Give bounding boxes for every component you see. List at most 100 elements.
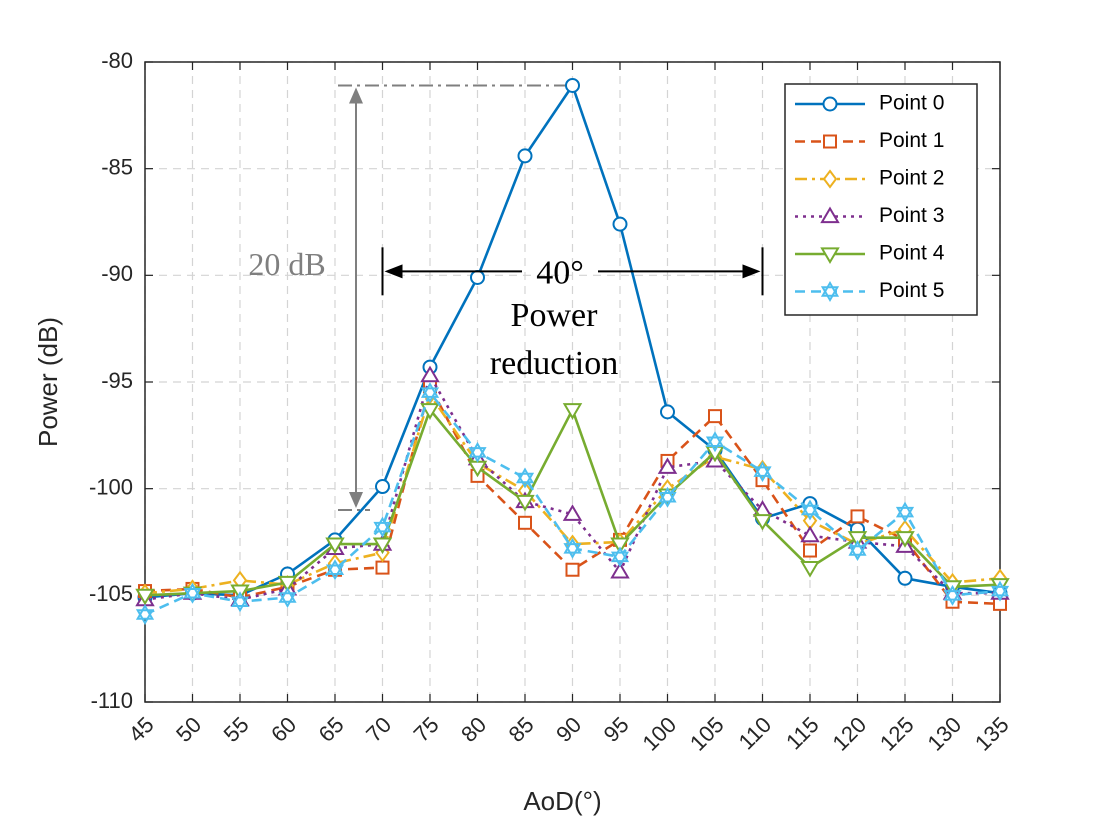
data-point [278, 586, 297, 608]
y-tick-label: -95 [101, 368, 133, 393]
data-point-part [183, 587, 202, 604]
legend-box [784, 83, 978, 316]
data-point-part [610, 551, 630, 568]
y-tick-label: -110 [91, 688, 133, 713]
data-point-part [420, 387, 440, 404]
series-5 [135, 382, 1010, 626]
data-point-part [800, 504, 820, 521]
reduction-label: reduction [490, 345, 618, 382]
data-point-part [658, 491, 677, 508]
data-point [515, 494, 535, 512]
y-tick-label: -80 [101, 48, 133, 73]
data-point-part [468, 447, 487, 463]
angle-span-label: 40° [536, 254, 584, 291]
data-point [562, 403, 583, 420]
legend-item: Point 1 [795, 129, 944, 152]
data-point-part [563, 543, 582, 559]
legend-label: Point 5 [879, 279, 944, 302]
data-point [943, 584, 962, 606]
data-point [708, 409, 722, 424]
data-point [325, 559, 345, 581]
legend-label: Point 2 [879, 167, 944, 190]
x-axis-title: AoD(°) [523, 786, 601, 816]
data-point [610, 537, 630, 555]
power-label: Power [511, 297, 599, 334]
data-point [658, 486, 677, 508]
legend-marker [820, 247, 840, 264]
data-point [563, 537, 582, 559]
data-point [752, 514, 773, 531]
db-range-label: 20 dB [248, 246, 325, 282]
legend-item: Point 2 [795, 167, 944, 190]
data-point-part [373, 521, 392, 538]
data-point [230, 591, 250, 613]
data-point [375, 479, 390, 495]
series [135, 77, 1010, 626]
data-point [847, 531, 868, 548]
data-point [660, 404, 675, 420]
data-point [420, 382, 440, 404]
legend-item: Point 4 [795, 242, 945, 265]
y-axis-title: Power (dB) [33, 317, 63, 447]
data-point-part [753, 466, 772, 483]
arrowhead-left-icon [384, 264, 403, 279]
legend-marker [822, 96, 838, 112]
data-point [183, 582, 202, 604]
data-point [515, 467, 535, 489]
data-point [803, 543, 817, 558]
legend-item: Point 0 [795, 92, 944, 115]
data-point [277, 575, 298, 593]
data-point [468, 441, 487, 463]
data-point [895, 501, 915, 523]
data-point-part [705, 436, 725, 453]
data-point [612, 216, 628, 232]
data-point [375, 560, 390, 575]
data-point-part [278, 592, 297, 608]
data-point [800, 561, 820, 578]
data-point [517, 148, 533, 164]
data-point-part [943, 590, 962, 606]
data-point [848, 540, 867, 562]
data-point [565, 77, 580, 93]
data-point [562, 504, 583, 521]
legend-marker-part [820, 286, 840, 303]
legend-item: Point 3 [795, 204, 944, 227]
data-point-part [230, 596, 250, 613]
data-point [373, 516, 392, 538]
data-point [850, 509, 865, 524]
data-point [565, 562, 580, 577]
angle-annotation: 40° Power reduction [381, 247, 764, 382]
data-point [753, 461, 772, 483]
y-tick-label: -100 [89, 474, 133, 499]
data-point-part [515, 472, 535, 489]
data-point [135, 604, 155, 626]
legend-label: Point 0 [879, 92, 944, 115]
data-point [990, 580, 1010, 602]
legend-marker [820, 280, 840, 303]
annotations: 20 dB [248, 84, 573, 511]
legend-label: Point 1 [879, 129, 944, 152]
legend-marker [823, 134, 837, 149]
data-point [470, 269, 485, 285]
data-point-part [135, 609, 155, 626]
data-point [610, 546, 630, 568]
data-point [420, 403, 440, 420]
db-arrowhead-down-icon [349, 492, 363, 508]
data-point [895, 531, 915, 548]
y-tick-label: -90 [101, 261, 133, 286]
data-point-part [895, 506, 915, 523]
data-point-part [990, 585, 1010, 602]
legend-label: Point 3 [879, 204, 944, 227]
legend-label: Point 4 [879, 242, 945, 265]
y-tick-label: -105 [89, 581, 133, 606]
arrowhead-right-icon [742, 264, 761, 279]
legend-item: Point 5 [795, 279, 944, 302]
legend-marker [820, 206, 840, 224]
y-tick-label: -85 [101, 154, 133, 179]
data-point [518, 515, 532, 530]
data-point [372, 537, 393, 555]
data-point [800, 499, 820, 521]
data-point [705, 431, 725, 453]
data-point [325, 537, 345, 555]
